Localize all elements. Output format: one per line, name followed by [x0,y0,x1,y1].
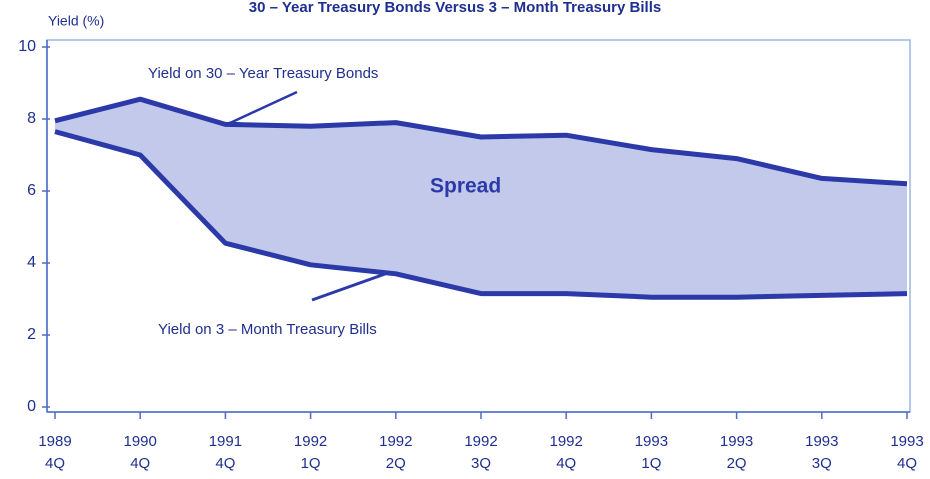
x-tick-label: 1989 [38,433,71,450]
leader-line [311,272,386,302]
y-tick-label: 10 [18,38,36,55]
x-tick-label: 1991 [209,433,242,450]
series-annotation: Yield on 3 – Month Treasury Bills [158,321,377,338]
x-tick-label: 1Q [301,455,321,472]
x-tick-label: 1992 [379,433,412,450]
x-tick-label: 1993 [805,433,838,450]
x-tick-label: 1992 [550,433,583,450]
y-tick-label: 8 [27,110,36,127]
y-tick-label: 0 [27,398,36,415]
x-tick-label: 3Q [471,455,491,472]
y-tick-label: 6 [27,182,36,199]
series-annotation: Yield on 30 – Year Treasury Bonds [148,65,378,82]
x-tick-label: 1993 [720,433,753,450]
x-tick-label: 1992 [294,433,327,450]
series-line [54,96,908,187]
area-label: Spread [430,175,501,198]
chart-title: 30 – Year Treasury Bonds Versus 3 – Mont… [249,0,661,16]
x-tick-label: 1993 [890,433,923,450]
spread-area [55,99,907,298]
x-tick-label: 2Q [727,455,747,472]
x-tick-label: 4Q [897,455,917,472]
x-tick-label: 1993 [635,433,668,450]
x-tick-label: 1Q [641,455,661,472]
y-axis-label: Yield (%) [48,13,104,29]
x-tick-label: 4Q [45,455,65,472]
x-tick-label: 2Q [386,455,406,472]
x-tick-label: 4Q [215,455,235,472]
series-line [54,129,908,300]
y-tick-label: 2 [27,326,36,343]
x-tick-label: 4Q [556,455,576,472]
leader-line [229,90,298,125]
x-tick-label: 3Q [812,455,832,472]
x-tick-label: 4Q [130,455,150,472]
x-tick-label: 1992 [464,433,497,450]
x-tick-label: 1990 [124,433,157,450]
y-tick-label: 4 [27,254,36,271]
